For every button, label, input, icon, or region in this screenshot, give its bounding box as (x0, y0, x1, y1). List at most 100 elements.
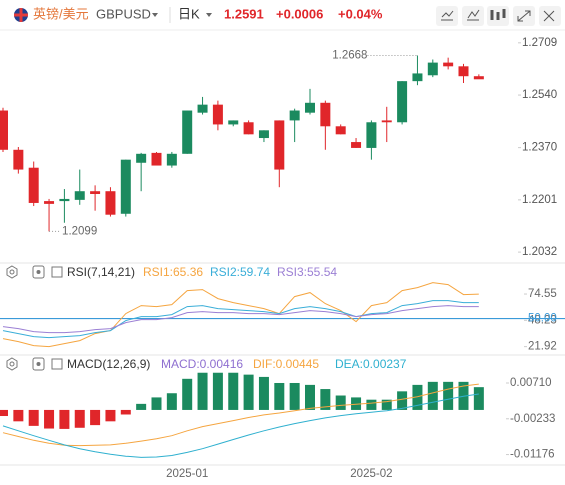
indicator-title: MACD(12,26,9) (67, 357, 150, 371)
candle-body (258, 130, 269, 139)
histogram-bar (59, 409, 70, 429)
histogram-bar (243, 374, 254, 410)
candle-body (458, 66, 469, 77)
candle-body (473, 76, 484, 80)
histogram-bar (28, 409, 39, 426)
close-icon (543, 10, 555, 22)
indicator-line (2, 383, 479, 447)
pair-symbol[interactable]: GBPUSD (96, 6, 151, 21)
macd-toggle[interactable] (51, 358, 63, 370)
candle-body (0, 110, 8, 150)
histogram-bar (443, 381, 454, 410)
histogram-bar (412, 384, 423, 410)
candle-body (28, 167, 39, 203)
dropdown-arrow[interactable] (206, 13, 212, 17)
y-tick-label: 1.2540 (522, 89, 557, 101)
legend-entry: RSI3:55.54 (277, 265, 337, 279)
candle-body (397, 81, 408, 123)
candle-body (274, 120, 285, 170)
dropdown-arrow[interactable] (152, 13, 158, 17)
y-tick-label: 1.2201 (522, 194, 557, 206)
histogram-bar (212, 372, 223, 410)
candle-body (13, 149, 24, 170)
y-tick-label: 21.92 (528, 341, 557, 353)
candle-body (212, 104, 223, 125)
histogram-bar (228, 372, 239, 410)
histogram-bar (197, 372, 208, 410)
candle-body (366, 122, 377, 148)
y-tick-label: 48.23 (528, 314, 557, 326)
close-button[interactable] (539, 6, 561, 26)
histogram-bar (13, 409, 24, 422)
indicator-icon (490, 9, 506, 20)
macd-settings[interactable] (6, 357, 18, 371)
min-label: 1.2099 (62, 225, 97, 237)
candle-body (182, 110, 193, 154)
histogram-bar (381, 399, 392, 410)
histogram-bar (427, 381, 438, 410)
candle-body (443, 62, 454, 67)
histogram-bar (258, 376, 269, 410)
histogram-bar (0, 409, 8, 417)
histogram-bar (105, 409, 116, 422)
change-percent: +0.04% (338, 6, 383, 21)
histogram-bar (166, 393, 177, 410)
candle-body (59, 198, 70, 202)
histogram-bar (473, 387, 484, 410)
expand-icon (517, 10, 531, 22)
histogram-bar (120, 409, 131, 415)
toolbar (436, 6, 561, 26)
rsi-settings[interactable] (6, 265, 18, 279)
candle-body (136, 153, 147, 163)
x-tick-label: 2025-02 (350, 468, 392, 480)
period[interactable]: 日K (178, 6, 200, 21)
price: 1.2591 (224, 6, 264, 21)
candle-body (166, 153, 177, 166)
type-button[interactable] (462, 6, 484, 26)
candle-body (90, 191, 101, 194)
indicator-line (2, 300, 479, 339)
candle-body (105, 191, 116, 215)
legend-entry: MACD:0.00416 (161, 357, 243, 371)
candle-body (305, 102, 315, 113)
max-label: 1.2668 (332, 50, 367, 62)
change: +0.0006 (276, 6, 323, 21)
candle-body (74, 191, 85, 200)
candle-body (44, 201, 55, 204)
rsi-settings[interactable] (32, 265, 45, 279)
candle-body (335, 126, 346, 135)
candle-body (351, 142, 362, 148)
candle-body (320, 102, 331, 127)
histogram-bar (90, 409, 101, 426)
y-tick-label: 50.00 (528, 313, 557, 325)
histogram-bar (305, 384, 315, 410)
y-tick-label: 1.2709 (522, 37, 557, 49)
rsi-toggle[interactable] (51, 266, 63, 278)
histogram-bar (397, 391, 408, 410)
candle-body (120, 159, 131, 214)
candle-body (289, 110, 300, 121)
candle-body (427, 62, 438, 76)
indicator-title: RSI(7,14,21) (67, 265, 135, 279)
candle-body (151, 152, 162, 166)
indicator-line (2, 393, 479, 458)
flag-icon (14, 8, 28, 22)
macd-settings[interactable] (32, 357, 45, 371)
draw-icon (441, 10, 454, 21)
y-tick-label: 0.00710 (510, 377, 552, 389)
histogram-bar (136, 403, 147, 410)
histogram-bar (151, 397, 162, 410)
histogram-bar (320, 389, 331, 410)
draw-button[interactable] (436, 6, 458, 26)
legend-entry: RSI2:59.74 (210, 265, 270, 279)
indicator-line (2, 305, 479, 334)
y-tick-label: 1.2032 (522, 246, 557, 258)
histogram-bar (289, 382, 300, 410)
y-tick-label: 1.2370 (522, 142, 557, 154)
candle-body (228, 120, 239, 125)
legend-entry: DEA:0.00237 (335, 357, 407, 371)
y-tick-label: -0.01176 (510, 449, 555, 461)
indicator-line (2, 282, 479, 348)
